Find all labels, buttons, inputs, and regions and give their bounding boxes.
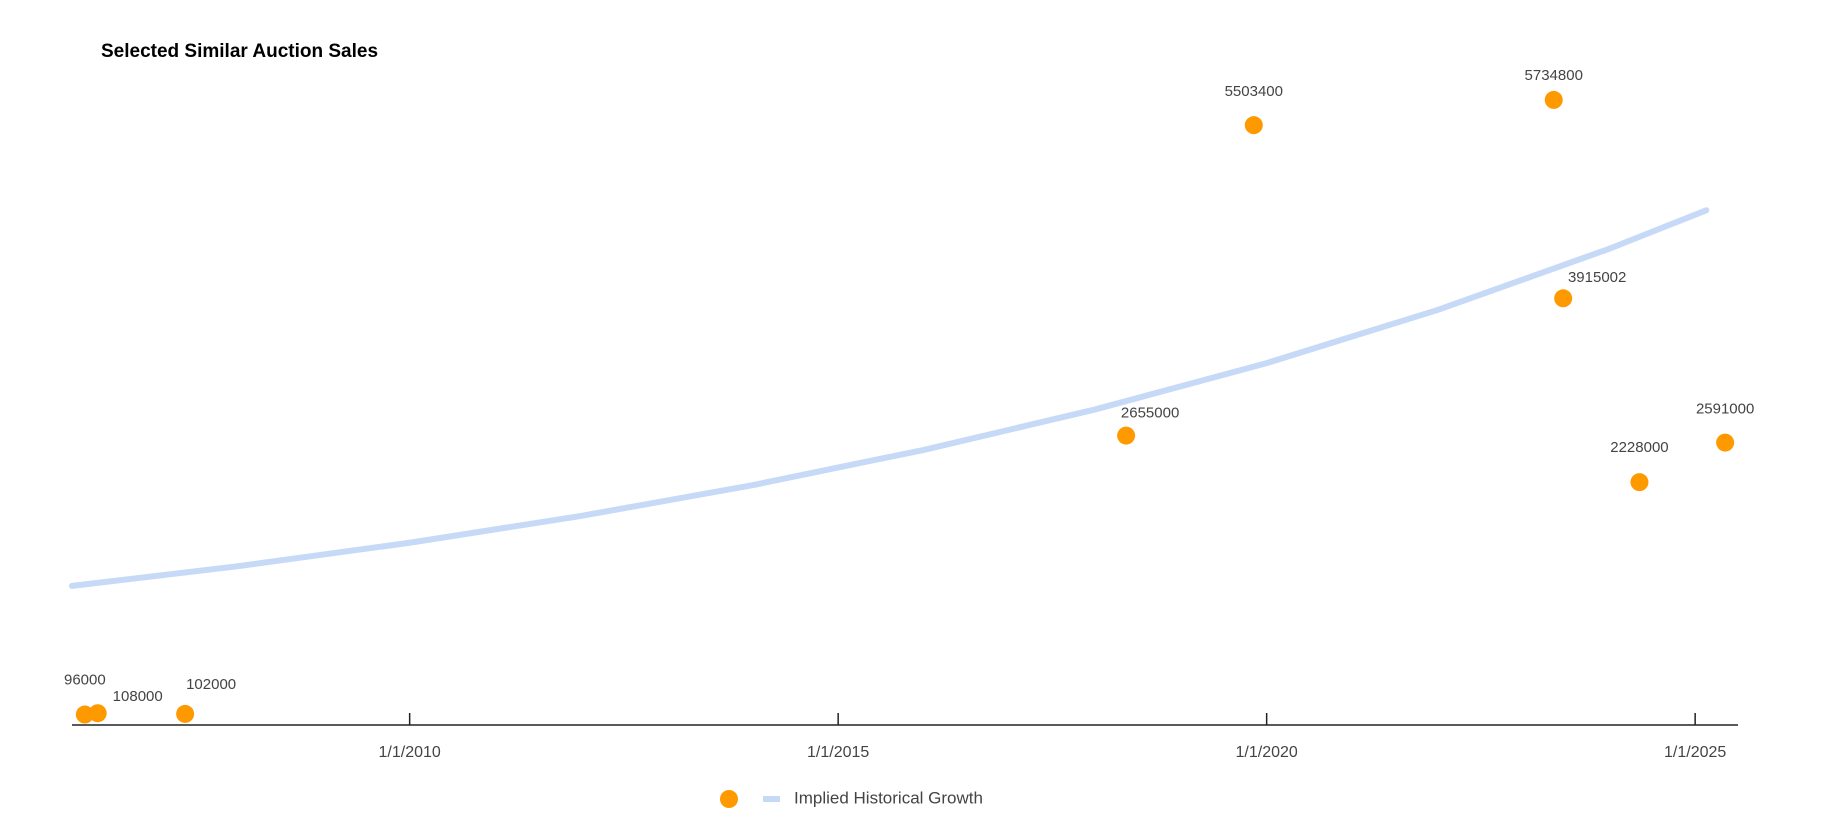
data-label: 5734800 <box>1525 67 1583 84</box>
point <box>176 704 195 723</box>
chart-title: Selected Similar Auction Sales <box>101 41 378 62</box>
trend-line <box>69 207 1710 589</box>
data-label: 2655000 <box>1121 405 1179 422</box>
data-label: 3915002 <box>1568 269 1626 286</box>
data-label: 2228000 <box>1610 439 1668 456</box>
data-label: 96000 <box>64 672 106 689</box>
point <box>1244 116 1263 135</box>
point <box>1117 426 1136 445</box>
legend-marker <box>720 790 738 808</box>
point <box>1630 473 1649 492</box>
point <box>1554 289 1573 308</box>
point <box>88 704 107 723</box>
point <box>1544 90 1563 109</box>
data-label: 2591000 <box>1696 401 1754 418</box>
x-tick-label: 1/1/2010 <box>379 744 441 761</box>
legend-label: Implied Historical Growth <box>794 788 983 807</box>
data-label: 108000 <box>113 688 163 705</box>
x-tick-label: 1/1/2025 <box>1664 744 1726 761</box>
data-label: 102000 <box>186 676 236 693</box>
data-label: 5503400 <box>1225 83 1283 100</box>
point <box>1716 433 1735 452</box>
x-tick-label: 1/1/2015 <box>807 744 869 761</box>
x-tick-label: 1/1/2020 <box>1236 744 1298 761</box>
